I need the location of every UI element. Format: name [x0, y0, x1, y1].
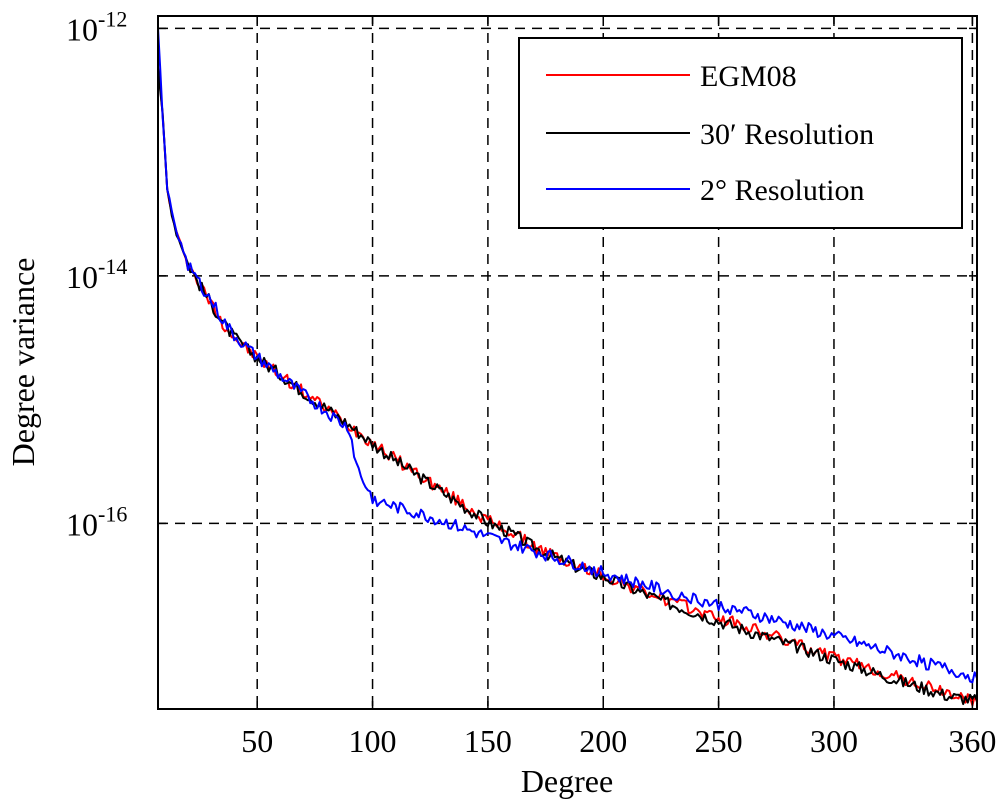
y-axis-ticks: 10-12 10-14 10-16 [66, 6, 977, 542]
legend-label-2-resolution: 2° Resolution [700, 174, 865, 207]
legend: EGM08 30′ Resolution 2° Resolution [518, 37, 963, 229]
series-layer [158, 28, 977, 707]
y-axis-title: Degree variance [5, 258, 41, 467]
y-tick-label--16: 10-16 [66, 501, 127, 542]
x-tick-label-360: 360 [948, 723, 996, 759]
x-tick-label-250: 250 [695, 723, 743, 759]
plot-frame [157, 15, 978, 710]
series-line-2-resolution [158, 28, 977, 684]
y-tick-label--12: 10-12 [66, 6, 127, 47]
grid-lines [158, 16, 977, 709]
x-tick-label-300: 300 [810, 723, 858, 759]
y-tick-label--14: 10-14 [66, 254, 127, 295]
x-tick-label-50: 50 [241, 723, 273, 759]
legend-label-30-resolution: 30′ Resolution [700, 118, 874, 151]
x-axis-ticks: 50 100 150 200 250 300 360 [241, 16, 996, 759]
legend-label-egm08: EGM08 [700, 60, 797, 93]
x-tick-label-150: 150 [464, 723, 512, 759]
x-tick-label-200: 200 [579, 723, 627, 759]
x-axis-title: Degree [521, 763, 613, 799]
x-tick-label-100: 100 [349, 723, 397, 759]
